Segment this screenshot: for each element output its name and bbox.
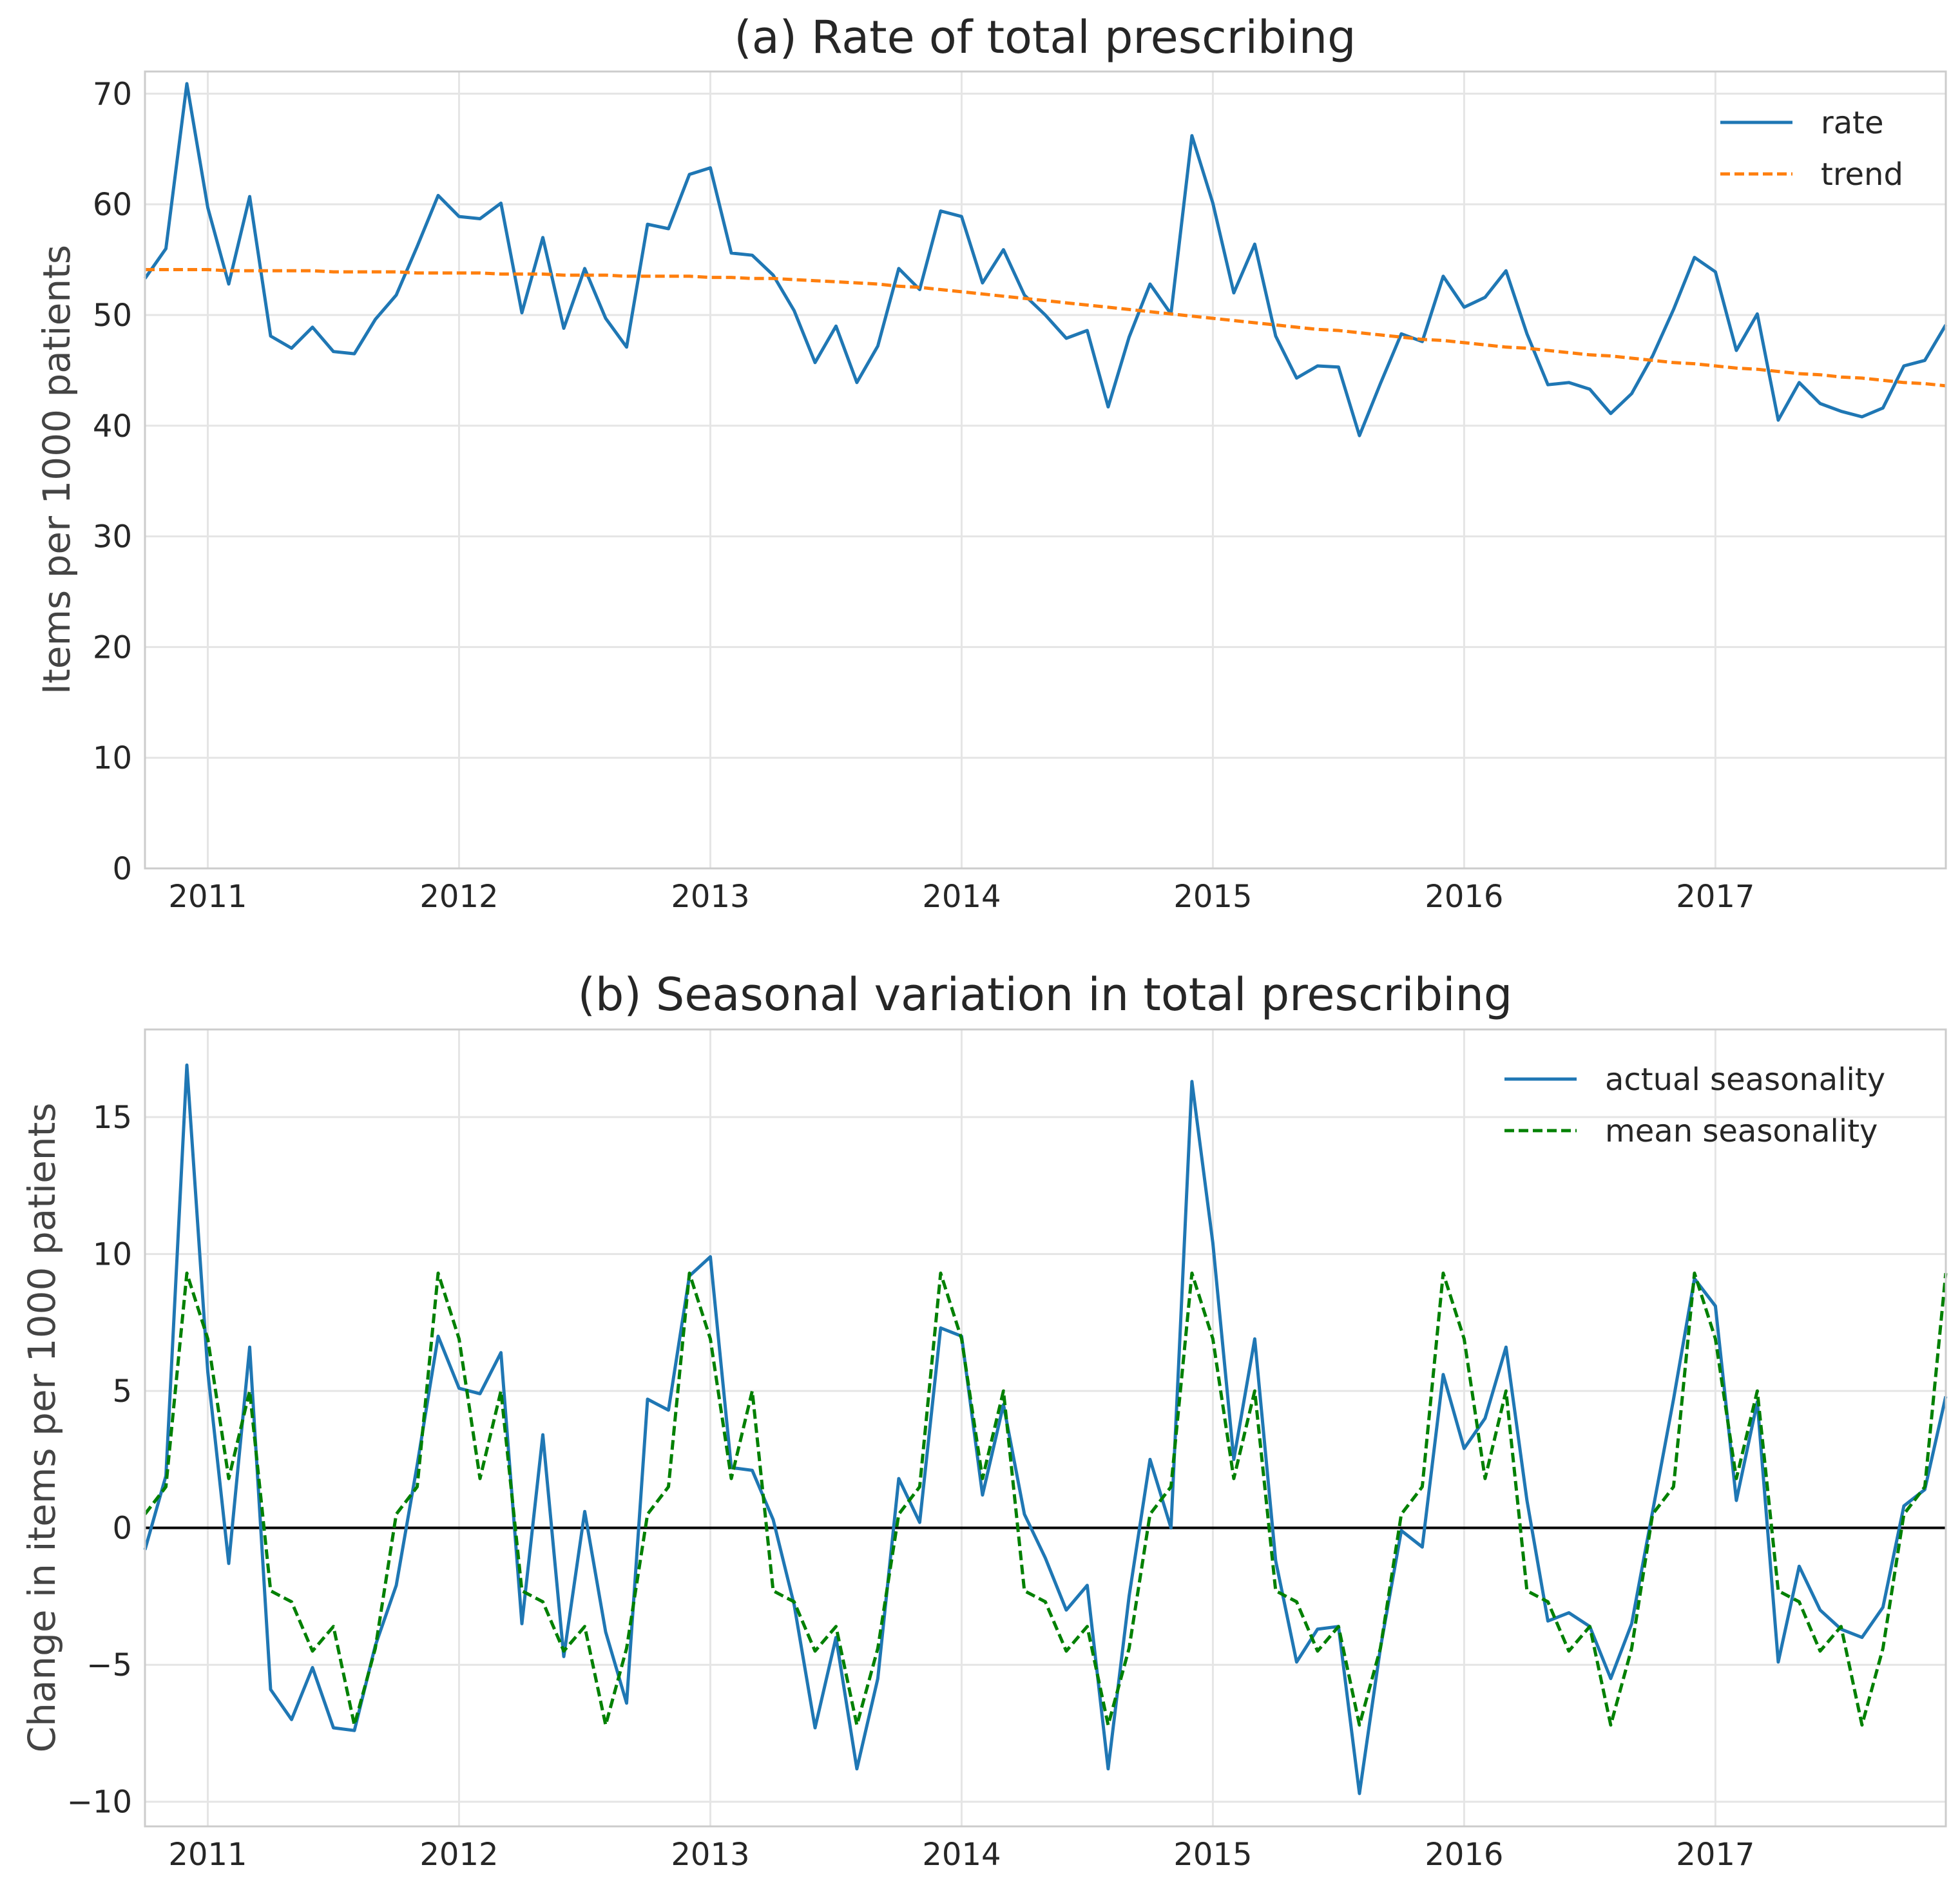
y-tick-label: 0 [112,851,132,887]
plot-area-a [145,72,1946,868]
plot-frame-b [144,1028,1947,1828]
chart-title-a: (a) Rate of total prescribing [734,11,1356,64]
x-tick-label: 2012 [419,1837,498,1873]
x-tick-labels-b: 2011 2012 2013 2014 2015 2016 2017 [168,1837,1754,1873]
x-tick-label: 2015 [1173,879,1252,915]
series-line-rate [143,82,1948,437]
panel-b: −10 −5 0 5 10 15 2011 2012 2013 2014 2015 2016 2017… [20,968,1948,1873]
x-tick-labels-a: 2011 2012 2013 2014 2015 2016 2017 [168,879,1754,915]
y-tick-labels-b: −10 −5 0 5 10 15 [67,1100,132,1821]
series-line-trend [145,268,1946,388]
panel-a: 0 10 20 30 40 50 60 70 2011 2012 2013 2014 2015 2016… [35,11,1948,915]
series-lines-a [143,82,1948,437]
x-tick-label: 2011 [168,879,247,915]
y-tick-label: 10 [93,1237,132,1273]
x-tick-label: 2016 [1425,1837,1503,1873]
y-tick-label: 20 [93,629,132,665]
legend-label: actual seasonality [1605,1062,1885,1098]
legend-label: rate [1821,105,1884,141]
y-axis-label-a: Items per 1000 patients [35,245,79,694]
y-tick-label: 50 [93,298,132,334]
x-tick-label: 2013 [671,879,749,915]
x-tick-label: 2012 [419,879,498,915]
y-tick-labels-a: 0 10 20 30 40 50 60 70 [93,76,132,887]
series-lines-b [143,1063,1948,1795]
y-tick-label: 15 [93,1100,132,1136]
y-tick-label: 10 [93,740,132,776]
y-tick-label: −5 [86,1647,132,1683]
y-tick-label: 40 [93,408,132,445]
chart-title-b: (b) Seasonal variation in total prescrib… [578,968,1513,1021]
x-tick-label: 2014 [922,1837,1001,1873]
y-axis-label-b: Change in items per 1000 patients [20,1103,64,1753]
x-tick-label: 2015 [1173,1837,1252,1873]
plot-area-b [145,1029,1946,1826]
legend-label: trend [1821,157,1903,193]
x-tick-label: 2011 [168,1837,247,1873]
y-tick-label: 5 [112,1373,132,1410]
series-line-mean-seasonality [144,1271,1948,1727]
x-tick-label: 2014 [922,879,1001,915]
legend-label: mean seasonality [1605,1113,1878,1149]
x-tick-label: 2013 [671,1837,749,1873]
x-tick-label: 2016 [1425,879,1503,915]
gridlines-b [145,1029,1946,1826]
legend-a: rate trend [1720,105,1903,193]
y-tick-label: 30 [93,519,132,555]
x-tick-label: 2017 [1676,1837,1754,1873]
y-tick-label: −10 [67,1785,132,1821]
y-tick-label: 60 [93,187,132,223]
y-tick-label: 0 [112,1511,132,1547]
x-tick-label: 2017 [1676,879,1754,915]
plot-frame-a [144,70,1947,870]
legend-b: actual seasonality mean seasonality [1504,1062,1885,1149]
y-tick-label: 70 [93,76,132,112]
